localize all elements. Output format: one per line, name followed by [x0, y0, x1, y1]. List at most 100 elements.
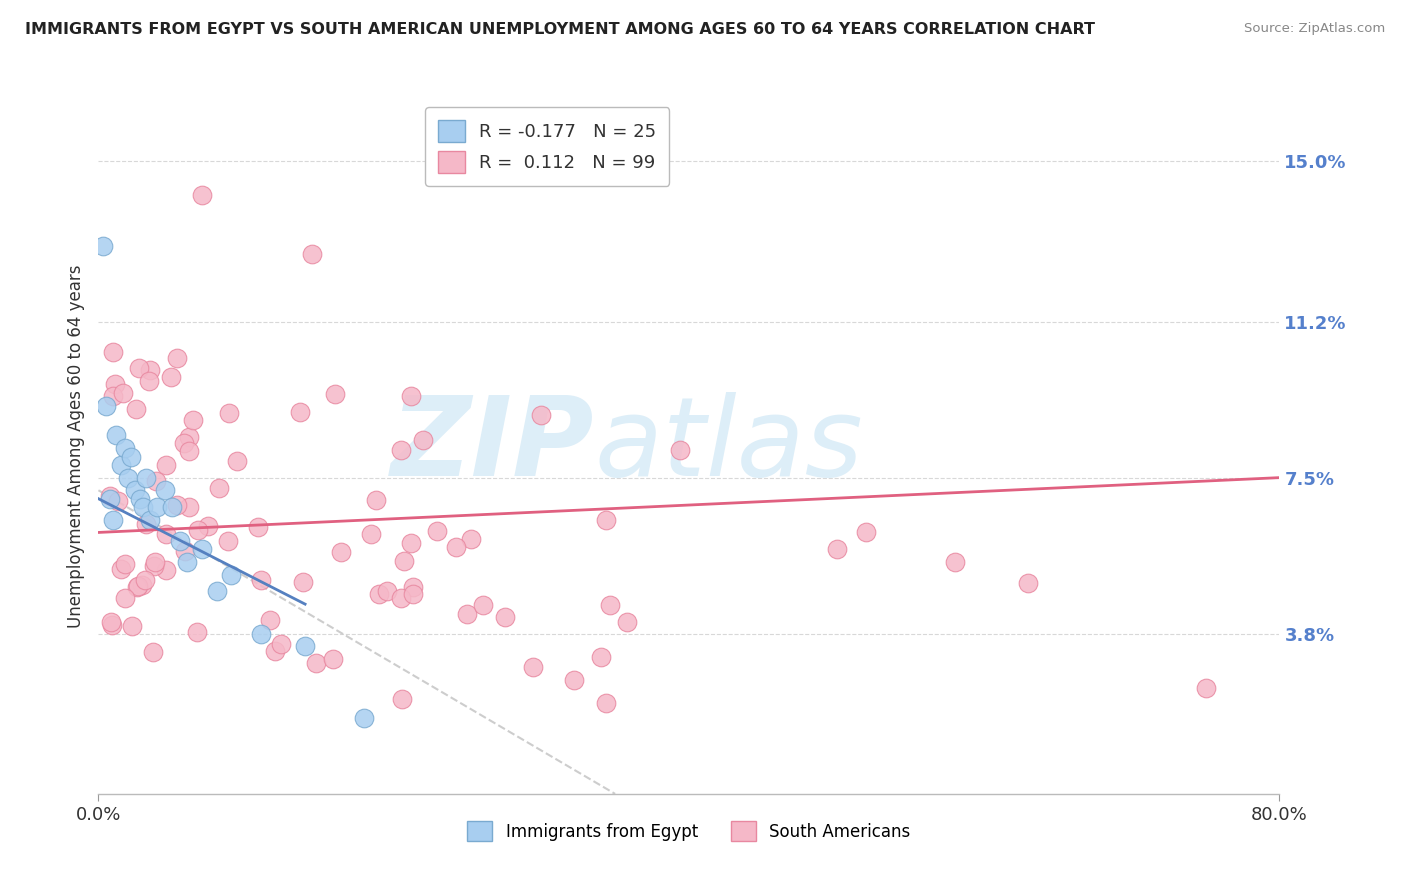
- Point: [160, 370, 183, 384]
- Point: [155, 458, 177, 473]
- Y-axis label: Unemployment Among Ages 60 to 64 years: Unemployment Among Ages 60 to 64 years: [66, 264, 84, 628]
- Text: ZIP: ZIP: [391, 392, 595, 500]
- Point: [162, 500, 183, 515]
- Text: Source: ZipAtlas.com: Source: ZipAtlas.com: [1244, 22, 1385, 36]
- Point: [127, 579, 149, 593]
- Point: [456, 607, 478, 621]
- Point: [191, 188, 214, 202]
- Point: [166, 351, 188, 366]
- Point: [494, 610, 516, 624]
- Point: [589, 650, 612, 665]
- Point: [247, 519, 270, 533]
- Point: [142, 559, 165, 574]
- Point: [101, 617, 124, 632]
- Point: [155, 562, 177, 576]
- Point: [522, 660, 544, 674]
- Point: [391, 692, 413, 706]
- Point: [103, 513, 125, 527]
- Point: [181, 412, 204, 426]
- Point: [131, 577, 153, 591]
- Point: [174, 544, 197, 558]
- Point: [221, 567, 243, 582]
- Point: [259, 613, 281, 627]
- Point: [353, 711, 375, 725]
- Point: [595, 513, 617, 527]
- Point: [120, 450, 142, 464]
- Point: [117, 470, 139, 484]
- Point: [134, 573, 156, 587]
- Point: [472, 598, 495, 612]
- Point: [226, 453, 249, 467]
- Point: [616, 615, 638, 629]
- Point: [401, 535, 423, 549]
- Point: [389, 443, 412, 458]
- Point: [139, 363, 162, 377]
- Point: [135, 470, 157, 484]
- Point: [110, 561, 132, 575]
- Point: [1195, 681, 1218, 696]
- Point: [270, 637, 292, 651]
- Point: [94, 399, 117, 413]
- Point: [128, 360, 150, 375]
- Point: [825, 542, 848, 557]
- Point: [191, 542, 214, 557]
- Point: [294, 640, 316, 654]
- Point: [530, 408, 553, 422]
- Point: [360, 526, 382, 541]
- Point: [669, 442, 692, 457]
- Point: [169, 533, 191, 548]
- Point: [124, 483, 146, 498]
- Point: [218, 406, 240, 420]
- Point: [173, 436, 195, 450]
- Point: [444, 540, 467, 554]
- Point: [1018, 576, 1040, 591]
- Point: [288, 404, 311, 418]
- Point: [91, 238, 114, 252]
- Point: [197, 519, 219, 533]
- Legend: Immigrants from Egypt, South Americans: Immigrants from Egypt, South Americans: [461, 814, 917, 848]
- Point: [412, 434, 434, 448]
- Point: [146, 500, 169, 515]
- Point: [103, 389, 125, 403]
- Point: [305, 656, 328, 670]
- Point: [166, 498, 188, 512]
- Point: [187, 523, 209, 537]
- Point: [107, 494, 129, 508]
- Point: [135, 516, 157, 531]
- Point: [208, 481, 231, 495]
- Text: IMMIGRANTS FROM EGYPT VS SOUTH AMERICAN UNEMPLOYMENT AMONG AGES 60 TO 64 YEARS C: IMMIGRANTS FROM EGYPT VS SOUTH AMERICAN …: [25, 22, 1095, 37]
- Point: [104, 377, 127, 392]
- Point: [143, 556, 166, 570]
- Point: [139, 513, 162, 527]
- Point: [217, 534, 239, 549]
- Point: [399, 388, 422, 402]
- Point: [263, 643, 285, 657]
- Point: [855, 525, 877, 540]
- Point: [114, 441, 136, 455]
- Point: [155, 527, 177, 541]
- Point: [943, 555, 966, 569]
- Point: [177, 500, 200, 515]
- Point: [142, 644, 165, 658]
- Point: [394, 554, 416, 568]
- Point: [176, 555, 198, 569]
- Point: [100, 615, 122, 629]
- Point: [301, 247, 323, 261]
- Point: [179, 430, 201, 444]
- Point: [375, 583, 398, 598]
- Point: [114, 591, 136, 605]
- Point: [249, 574, 271, 588]
- Point: [329, 545, 352, 559]
- Point: [460, 532, 482, 546]
- Point: [128, 491, 150, 506]
- Text: atlas: atlas: [595, 392, 863, 500]
- Point: [364, 493, 387, 508]
- Point: [426, 524, 449, 538]
- Point: [292, 575, 315, 590]
- Point: [402, 580, 425, 594]
- Point: [125, 580, 148, 594]
- Point: [111, 386, 134, 401]
- Point: [402, 587, 425, 601]
- Point: [101, 344, 124, 359]
- Point: [250, 626, 273, 640]
